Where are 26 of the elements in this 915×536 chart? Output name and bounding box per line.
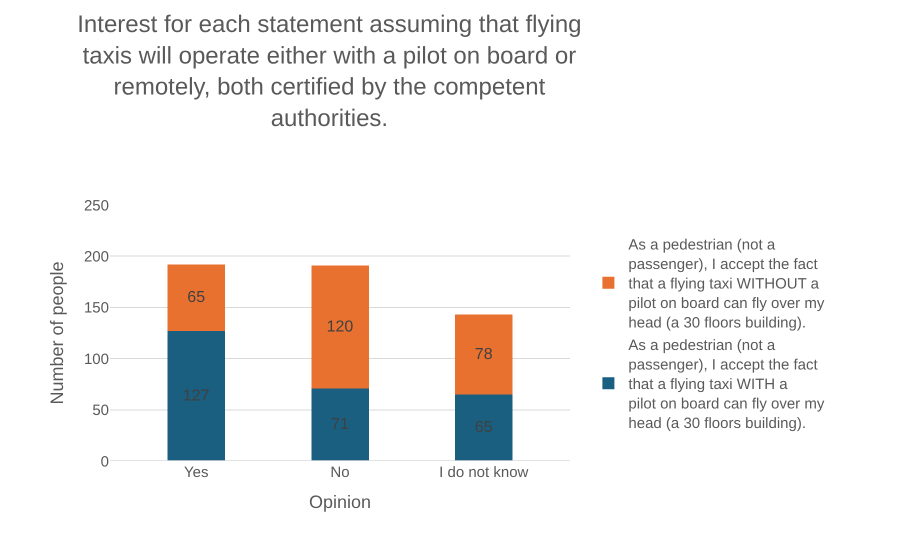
x-tick-label: I do not know	[439, 464, 529, 481]
y-tick-label: 150	[84, 300, 109, 317]
y-tick-label: 50	[92, 402, 109, 420]
data-label: 120	[326, 318, 354, 336]
data-label: 127	[182, 387, 210, 404]
data-label: 71	[331, 416, 349, 434]
bar	[311, 388, 369, 461]
bar	[455, 394, 512, 461]
x-tick-label: No	[330, 464, 350, 481]
y-tick-label: 250	[84, 197, 109, 214]
bar	[168, 264, 225, 331]
data-label: 65	[474, 419, 493, 436]
bar	[311, 265, 369, 388]
data-label: 65	[187, 289, 206, 306]
x-axis-title: Opinion	[308, 492, 372, 512]
y-axis-title: Number of people	[47, 261, 68, 405]
y-tick-label: 200	[84, 248, 109, 266]
bar	[455, 314, 512, 394]
x-tick-label: Yes	[184, 464, 208, 481]
bar	[168, 330, 225, 461]
legend-label: As a pedestrian (not a passenger), I accept the fact that a flying taxi WITHOUT a pilot on board can fly over my head (a 30 floors building).	[628, 236, 825, 332]
y-tick-label: 100	[84, 350, 109, 368]
data-label: 78	[474, 346, 493, 364]
y-tick-label: 0	[100, 453, 109, 470]
legend-label: As a pedestrian (not a passenger), I accept the fact that a flying taxi WITH a pilot on board can fly over my head (a 30 floors building).	[628, 337, 825, 432]
chart-title: Interest for each statement assuming that flying taxis will operate either with a pilot on board or remotely, both certified by the competent authorities.	[77, 11, 582, 132]
